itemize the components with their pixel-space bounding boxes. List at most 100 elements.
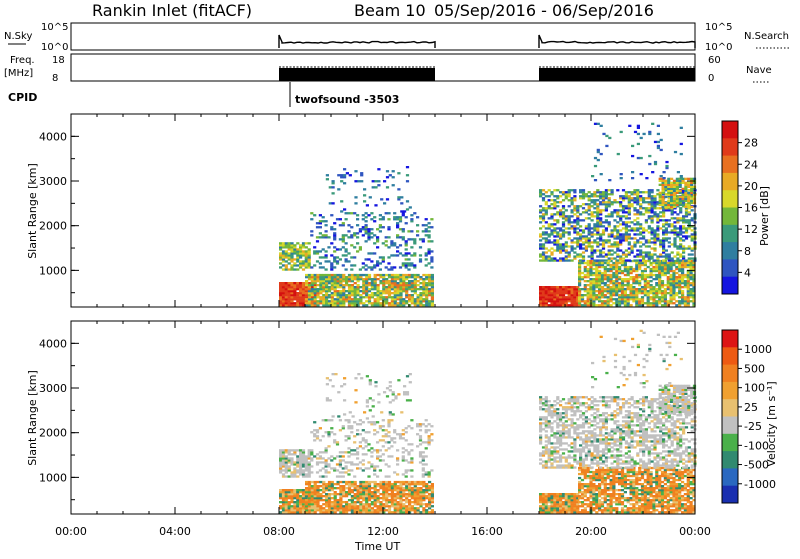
power-cell xyxy=(542,209,545,211)
velocity-cell xyxy=(296,497,299,499)
power-cell xyxy=(582,207,585,209)
power-cell xyxy=(578,276,581,278)
power-cell xyxy=(642,199,645,201)
velocity-cell xyxy=(419,429,422,431)
velocity-cell xyxy=(376,475,379,477)
power-cell xyxy=(682,255,685,257)
power-cell xyxy=(645,241,648,243)
velocity-cell xyxy=(431,487,434,489)
velocity-cell xyxy=(328,485,331,487)
power-cell xyxy=(601,286,604,288)
power-cell xyxy=(661,290,664,292)
velocity-cell xyxy=(373,433,376,435)
power-cell xyxy=(410,262,413,264)
power-cell xyxy=(340,210,343,212)
power-cell xyxy=(687,292,690,294)
power-cell xyxy=(314,278,317,280)
power-cell xyxy=(595,268,598,270)
power-cell xyxy=(342,238,345,240)
power-cell xyxy=(589,288,592,290)
velocity-cell xyxy=(397,511,400,513)
velocity-cell xyxy=(565,499,568,501)
power-cell xyxy=(664,288,667,290)
power-cell xyxy=(288,286,291,288)
power-cell xyxy=(670,202,673,204)
power-cell xyxy=(648,217,651,219)
power-cell xyxy=(316,226,319,228)
power-cell xyxy=(591,253,594,255)
power-cell xyxy=(550,257,553,259)
power-cell xyxy=(618,276,621,278)
velocity-cell xyxy=(310,457,313,459)
power-cell xyxy=(413,264,416,266)
power-cell xyxy=(578,292,581,294)
velocity-cell xyxy=(316,437,319,439)
power-cell xyxy=(542,231,545,233)
power-cell xyxy=(690,186,693,188)
velocity-cell xyxy=(419,453,422,455)
power-cell xyxy=(379,268,382,270)
velocity-cell xyxy=(279,501,282,503)
power-cell xyxy=(658,264,661,266)
power-cell xyxy=(619,201,622,203)
velocity-cell xyxy=(417,483,420,485)
power-cell xyxy=(604,268,607,270)
power-cell xyxy=(408,282,411,284)
velocity-cell xyxy=(405,493,408,495)
power-cell xyxy=(347,252,350,254)
power-cell xyxy=(354,298,357,300)
power-cell xyxy=(679,192,682,194)
power-cell xyxy=(597,149,600,151)
power-cell xyxy=(316,296,319,298)
power-cell xyxy=(373,242,376,244)
velocity-cell xyxy=(373,449,376,451)
power-cell xyxy=(425,258,428,260)
power-cell xyxy=(388,274,391,276)
power-cell xyxy=(588,199,591,201)
power-cell xyxy=(632,290,635,292)
velocity-cell xyxy=(285,491,288,493)
freq-strip: Freq. [MHz] 18 8 60 0 Nave xyxy=(4,54,772,84)
velocity-cell xyxy=(417,489,420,491)
power-cell xyxy=(316,280,319,282)
power-cell xyxy=(336,260,339,262)
velocity-cell xyxy=(408,489,411,491)
power-cell xyxy=(662,239,665,241)
velocity-cell xyxy=(331,489,334,491)
power-cell xyxy=(402,274,405,276)
power-cell xyxy=(579,205,582,207)
velocity-cell xyxy=(296,465,299,467)
power-cell xyxy=(548,233,551,235)
power-cell xyxy=(351,274,354,276)
power-cell xyxy=(545,221,548,223)
power-cell xyxy=(288,292,291,294)
power-cell xyxy=(333,232,336,234)
velocity-cell xyxy=(545,495,548,497)
power-cell xyxy=(573,304,576,306)
power-cell xyxy=(585,225,588,227)
power-cell xyxy=(662,184,665,186)
velocity-cell xyxy=(354,509,357,511)
power-cell xyxy=(325,290,328,292)
power-cell xyxy=(636,241,639,243)
power-cell xyxy=(688,253,691,255)
power-cell xyxy=(598,266,601,268)
velocity-cell xyxy=(399,495,402,497)
power-cell xyxy=(655,294,658,296)
velocity-cell xyxy=(362,503,365,505)
power-cell xyxy=(334,286,337,288)
velocity-cell xyxy=(322,511,325,513)
power-cell xyxy=(668,257,671,259)
power-cell xyxy=(672,284,675,286)
power-cell xyxy=(348,300,351,302)
velocity-cell xyxy=(290,491,293,493)
velocity-cell xyxy=(339,455,342,457)
power-cell xyxy=(405,222,408,224)
power-cell xyxy=(370,236,373,238)
power-cell xyxy=(360,172,363,174)
power-cell xyxy=(382,258,385,260)
power-cell xyxy=(350,264,353,266)
power-cell xyxy=(406,174,409,176)
power-cell xyxy=(651,171,654,173)
power-cell xyxy=(299,256,302,258)
